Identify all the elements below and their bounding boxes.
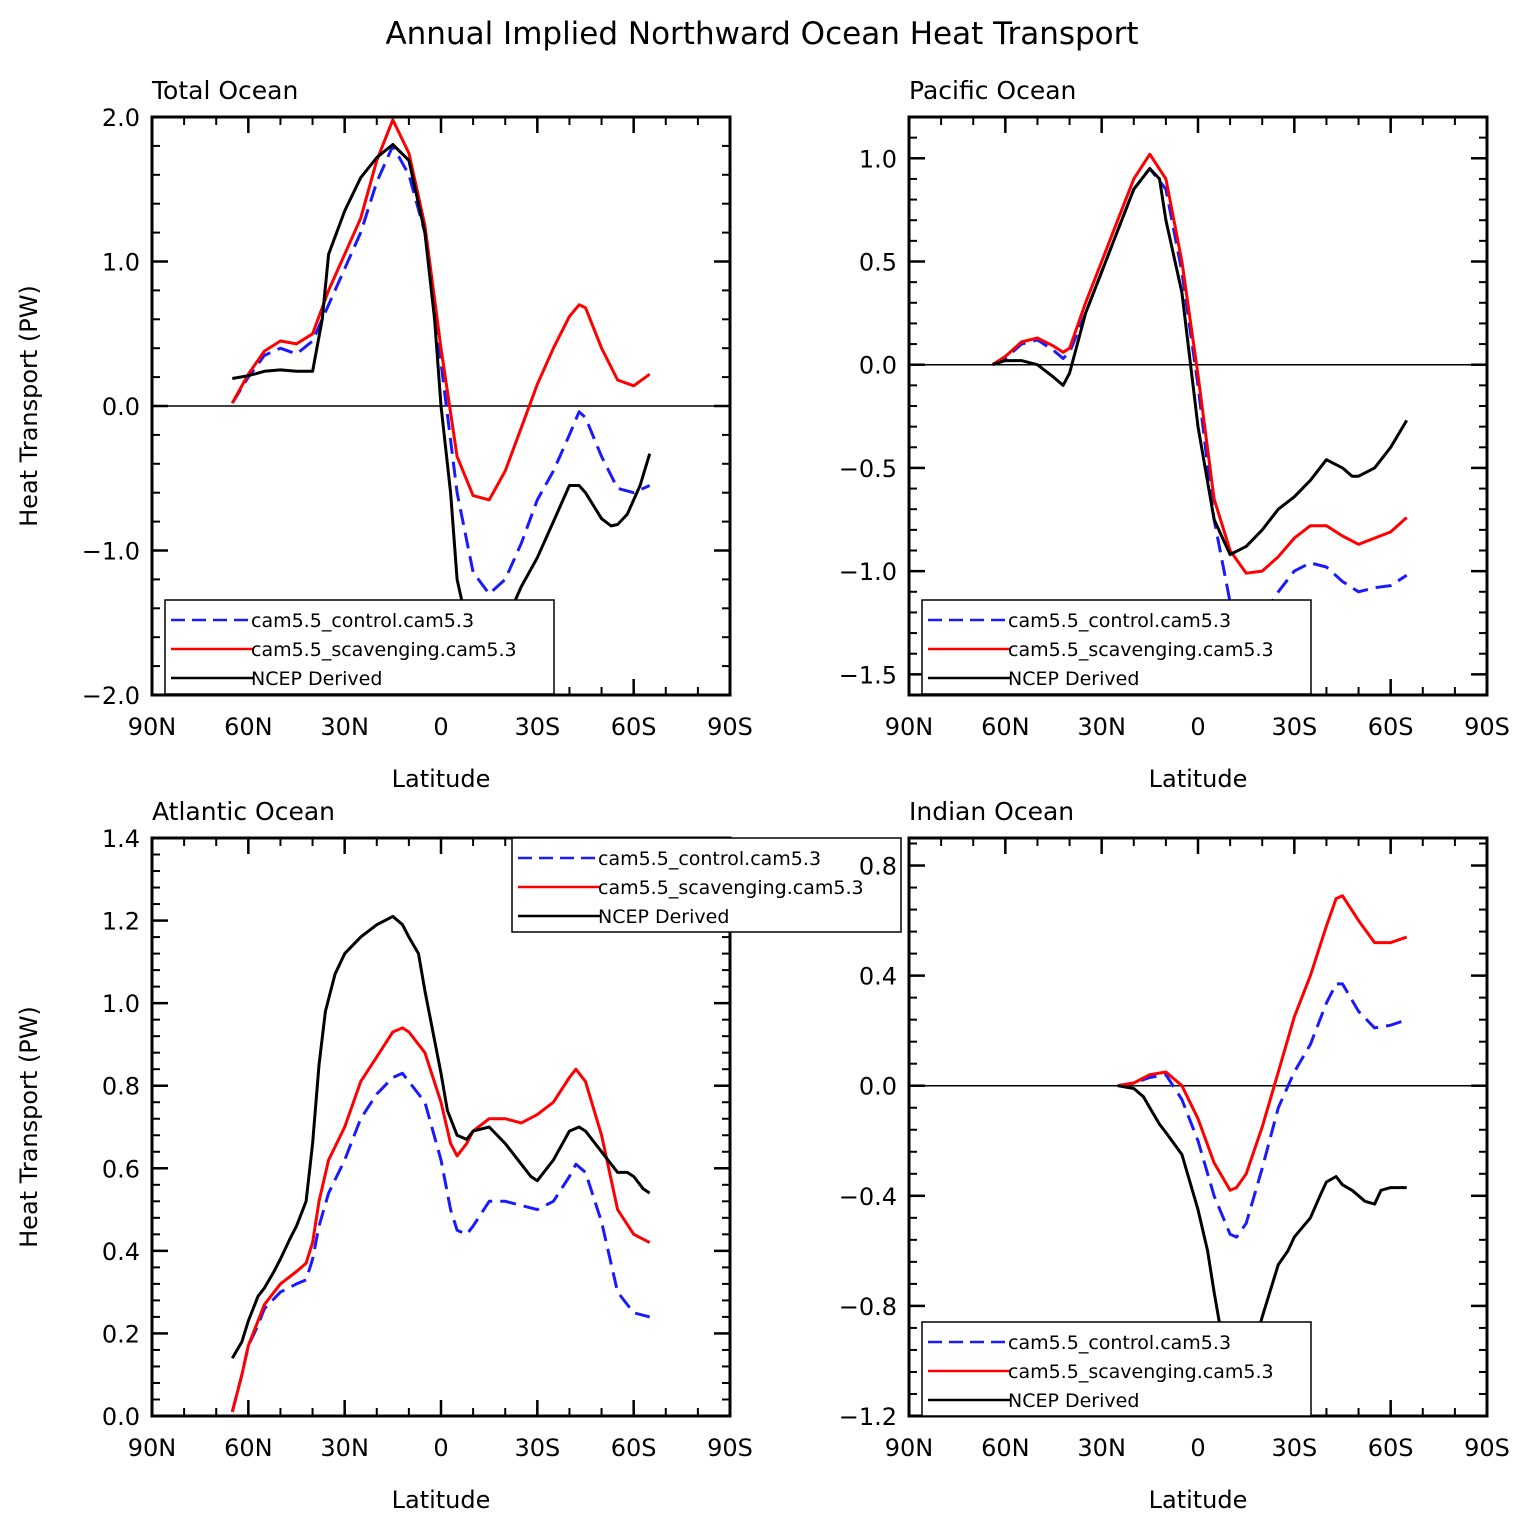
plot-frame [150,836,732,1418]
panel-1: Total Ocean 90N 60N 30N 0 30S 60S 90S −2.0 −1.0 0.… [15,76,753,793]
panel-4: Indian Ocean 90N 60N 30N 0 30S 60S 90S −1.2 −0.8 −… [839,797,1510,1514]
series-line-ncep [232,143,652,648]
series-line-control [230,1071,651,1413]
panel-title: Total Ocean [151,76,298,105]
series-line-ncep [992,167,1408,557]
y-tick-label: 0.4 [102,1238,140,1266]
y-tick-label: 0.8 [102,1073,140,1101]
x-tick-label: 90N [885,713,934,741]
legend-label: cam5.5_scavenging.cam5.3 [598,877,864,899]
legend-label: NCEP Derived [251,668,382,690]
x-tick-label: 60S [611,1434,657,1462]
y-axis-label: Heat Transport (PW) [15,285,43,527]
y-tick-label: −0.8 [839,1293,897,1321]
legend: cam5.5_control.cam5.3 cam5.5_scavenging.c… [511,837,902,933]
y-tick-label: 1.0 [102,990,140,1018]
y-tick-label: 1.4 [102,825,140,853]
legend-label: NCEP Derived [1008,668,1139,690]
y-tick-label: 0.5 [859,249,897,277]
y-tick-label: 0.0 [859,352,897,380]
x-tick-label: 60N [981,713,1030,741]
series-line-ncep [1117,1084,1407,1379]
x-tick-label: 0 [1190,1434,1205,1462]
y-tick-label: 0.0 [102,1403,140,1431]
y-tick-label: 0.0 [859,1073,897,1101]
y-axis-label: Heat Transport (PW) [15,1006,43,1248]
legend-label: cam5.5_scavenging.cam5.3 [1008,639,1274,661]
y-tick-label: −2.0 [82,682,140,710]
x-tick-label: 60N [981,1434,1030,1462]
y-tick-label: 1.0 [102,249,140,277]
legend: cam5.5_control.cam5.3 cam5.5_scavenging.c… [164,599,555,695]
y-tick-label: 0.8 [859,853,897,881]
x-tick-label: 30S [1271,1434,1317,1462]
panel-2: Pacific Ocean 90N 60N 30N 0 30S 60S 90S −1.5 −1.0… [839,76,1510,793]
legend-label: NCEP Derived [598,906,729,928]
x-axis-label: Latitude [392,765,491,793]
x-tick-label: 60S [1368,1434,1414,1462]
x-tick-label: 90N [128,713,177,741]
series-line-control [1117,982,1408,1239]
x-tick-label: 0 [433,1434,448,1462]
panel-title: Pacific Ocean [909,76,1076,105]
legend-label: cam5.5_control.cam5.3 [1008,1332,1231,1354]
x-tick-label: 60S [611,713,657,741]
x-tick-label: 0 [1190,713,1205,741]
x-axis-label: Latitude [1149,1486,1248,1514]
panel-title: Atlantic Ocean [152,797,335,826]
y-tick-label: −0.5 [839,455,897,483]
x-tick-label: 30N [1077,1434,1126,1462]
x-tick-label: 90S [1464,1434,1510,1462]
y-tick-label: 1.2 [102,908,140,936]
x-tick-label: 30N [320,713,369,741]
x-tick-label: 90S [1464,713,1510,741]
legend-label: NCEP Derived [1008,1390,1139,1412]
y-tick-label: −0.4 [839,1183,897,1211]
x-tick-label: 30N [1077,713,1126,741]
x-tick-label: 30S [514,1434,560,1462]
legend-label: cam5.5_scavenging.cam5.3 [1008,1361,1274,1383]
series-line-scavenging [230,1026,651,1413]
series-line-scavenging [230,118,651,502]
x-tick-label: 30S [514,713,560,741]
panel-title: Indian Ocean [909,797,1074,826]
legend-label: cam5.5_control.cam5.3 [598,848,821,870]
series-line-scavenging [991,152,1408,575]
x-tick-label: 60N [224,1434,273,1462]
x-tick-label: 90N [885,1434,934,1462]
legend: cam5.5_control.cam5.3 cam5.5_scavenging.c… [921,599,1312,695]
x-tick-label: 60N [224,713,273,741]
y-tick-label: −1.0 [839,558,897,586]
legend-label: cam5.5_control.cam5.3 [251,610,474,632]
series-line-scavenging [1117,894,1408,1192]
x-tick-label: 90S [707,713,753,741]
x-tick-label: 60S [1368,713,1414,741]
x-axis-label: Latitude [1149,765,1248,793]
y-tick-label: −1.5 [839,661,897,689]
y-tick-label: −1.0 [82,538,140,566]
x-tick-label: 0 [433,713,448,741]
y-tick-label: 1.0 [859,145,897,173]
y-tick-label: 2.0 [102,104,140,132]
y-tick-label: 0.4 [859,963,897,991]
legend: cam5.5_control.cam5.3 cam5.5_scavenging.c… [921,1321,1312,1417]
series-line-ncep [231,914,651,1359]
y-tick-label: 0.2 [102,1320,140,1348]
x-tick-label: 90N [128,1434,177,1462]
x-tick-label: 30S [1271,713,1317,741]
y-tick-label: 0.6 [102,1155,140,1183]
y-tick-label: 0.0 [102,393,140,421]
figure-title: Annual Implied Northward Ocean Heat Tran… [385,16,1138,52]
legend-label: cam5.5_scavenging.cam5.3 [251,639,517,661]
plot-frame [150,115,732,697]
x-axis-label: Latitude [392,1486,491,1514]
y-tick-label: −1.2 [839,1403,897,1431]
x-tick-label: 90S [707,1434,753,1462]
series-line-control [231,144,651,596]
plot-frame [907,115,1489,697]
x-tick-label: 30N [320,1434,369,1462]
panel-3: Atlantic Ocean 90N 60N 30N 0 30S 60S 90S 0.0 0.2 0… [15,797,902,1514]
legend-label: cam5.5_control.cam5.3 [1008,610,1231,632]
